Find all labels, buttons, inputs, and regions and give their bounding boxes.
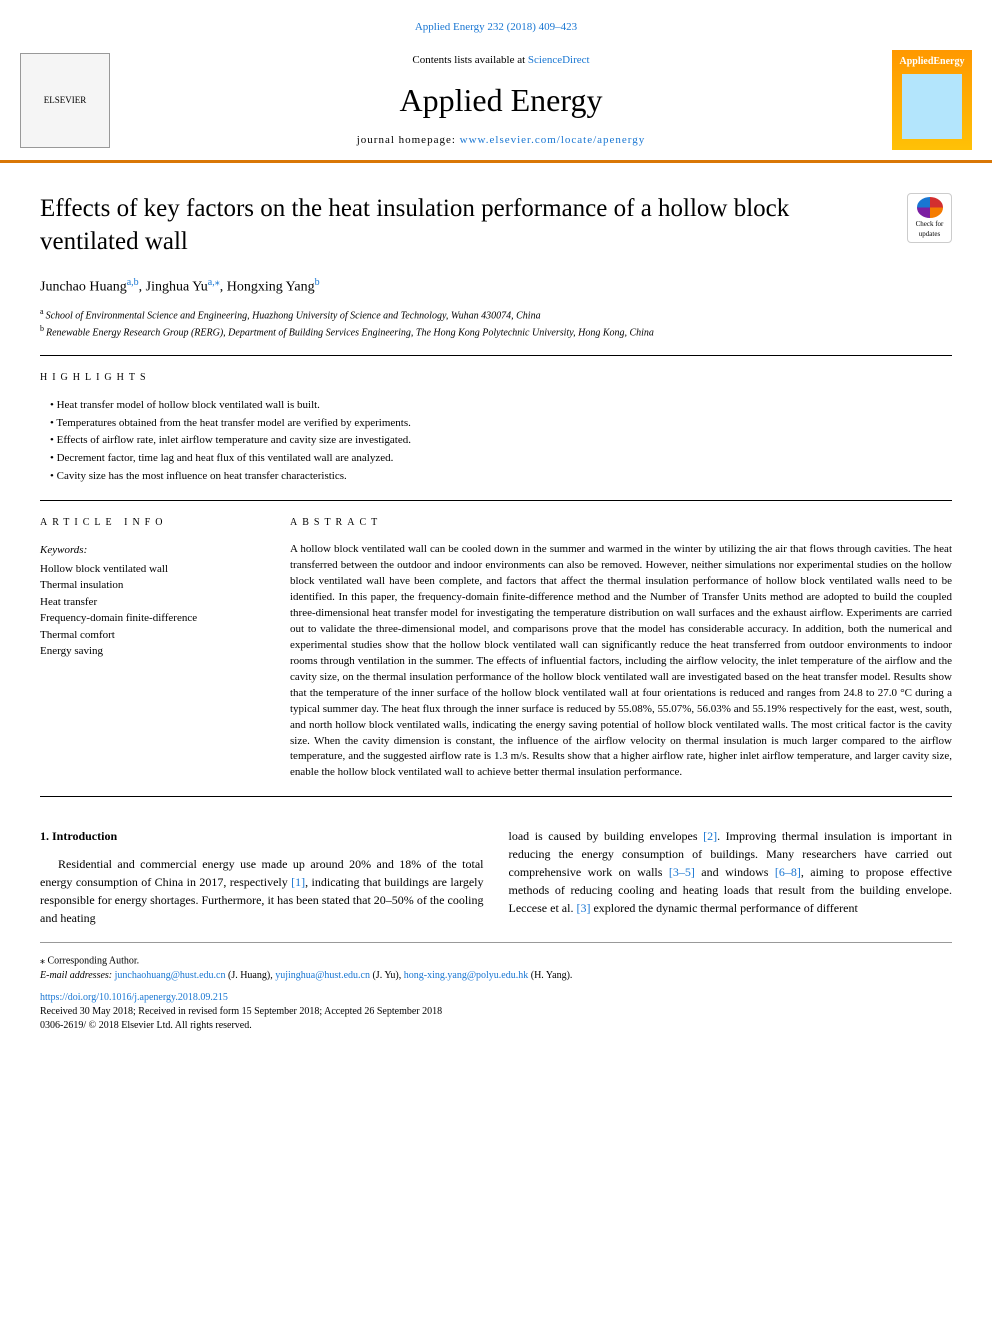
keyword: Frequency-domain finite-difference — [40, 610, 250, 627]
title-section: Effects of key factors on the heat insul… — [0, 163, 992, 268]
body-col-right: load is caused by building envelopes [2]… — [509, 827, 953, 927]
keywords-label: Keywords: — [40, 542, 250, 559]
top-citation-link[interactable]: Applied Energy 232 (2018) 409–423 — [415, 21, 577, 33]
journal-cover-thumbnail — [902, 74, 962, 139]
keyword: Hollow block ventilated wall — [40, 561, 250, 578]
highlights-label: HIGHLIGHTS — [40, 371, 952, 385]
affiliation: b Renewable Energy Research Group (RERG)… — [40, 323, 952, 340]
journal-cover-title: AppliedEnergy — [899, 55, 964, 69]
keyword: Thermal insulation — [40, 577, 250, 594]
article-info: ARTICLE INFO Keywords: Hollow block vent… — [40, 516, 250, 781]
abstract-text: A hollow block ventilated wall can be co… — [290, 542, 952, 781]
contents-prefix: Contents lists available at — [412, 54, 527, 66]
corresponding-text: ⁎ Corresponding Author. — [40, 956, 139, 967]
keywords-block: Keywords: Hollow block ventilated wallTh… — [40, 542, 250, 660]
email-label: E-mail addresses: — [40, 970, 115, 981]
check-updates-badge[interactable]: Check for updates — [907, 193, 952, 243]
citation-ref[interactable]: [1] — [291, 875, 305, 889]
citation-ref[interactable]: [6–8] — [775, 865, 801, 879]
copyright-line: 0306-2619/ © 2018 Elsevier Ltd. All righ… — [40, 1019, 952, 1033]
updates-badge-icon — [917, 197, 943, 217]
author-sup: a,b — [127, 277, 139, 288]
doi-link[interactable]: https://doi.org/10.1016/j.apenergy.2018.… — [40, 992, 228, 1003]
author-sup: b — [315, 277, 320, 288]
keywords-list: Hollow block ventilated wallThermal insu… — [40, 561, 250, 660]
citation-ref[interactable]: [3] — [576, 901, 590, 915]
elsevier-logo-label: ELSEVIER — [44, 94, 87, 107]
abstract-label: ABSTRACT — [290, 516, 952, 530]
header-center: Contents lists available at ScienceDirec… — [130, 53, 872, 149]
top-citation: Applied Energy 232 (2018) 409–423 — [0, 0, 992, 45]
homepage-prefix: journal homepage: — [357, 134, 460, 146]
doi-block: https://doi.org/10.1016/j.apenergy.2018.… — [0, 991, 992, 1053]
abstract: ABSTRACT A hollow block ventilated wall … — [290, 516, 952, 781]
body-col-left: 1. Introduction Residential and commerci… — [40, 827, 484, 927]
email-address[interactable]: hong-xing.yang@polyu.edu.hk — [404, 970, 528, 981]
keyword: Energy saving — [40, 643, 250, 660]
body-columns: 1. Introduction Residential and commerci… — [0, 797, 992, 942]
citation-ref[interactable]: [2] — [703, 829, 717, 843]
journal-cover: AppliedEnergy — [892, 50, 972, 150]
author: Jinghua Yu — [146, 280, 208, 295]
received-line: Received 30 May 2018; Received in revise… — [40, 1005, 952, 1019]
article-info-label: ARTICLE INFO — [40, 516, 250, 530]
citation-ref[interactable]: [3–5] — [669, 865, 695, 879]
highlight-item: Heat transfer model of hollow block vent… — [50, 397, 952, 415]
intro-col1-text: Residential and commercial energy use ma… — [40, 855, 484, 927]
journal-name: Applied Energy — [130, 78, 872, 123]
keyword: Heat transfer — [40, 594, 250, 611]
elsevier-logo: ELSEVIER — [20, 53, 110, 148]
header-band: ELSEVIER Contents lists available at Sci… — [0, 45, 992, 163]
affiliation: a School of Environmental Science and En… — [40, 306, 952, 323]
corresponding-note: ⁎ Corresponding Author. — [40, 951, 952, 968]
highlight-item: Temperatures obtained from the heat tran… — [50, 415, 952, 433]
homepage-line: journal homepage: www.elsevier.com/locat… — [130, 133, 872, 148]
info-abstract-wrap: ARTICLE INFO Keywords: Hollow block vent… — [0, 501, 992, 796]
intro-col2-text: load is caused by building envelopes [2]… — [509, 827, 953, 917]
email-address[interactable]: junchaohuang@hust.edu.cn — [115, 970, 226, 981]
sciencedirect-link[interactable]: ScienceDirect — [528, 54, 590, 66]
highlight-item: Cavity size has the most influence on he… — [50, 468, 952, 486]
author: Junchao Huang — [40, 280, 127, 295]
author-sup: a,⁎ — [208, 277, 220, 288]
email-address[interactable]: yujinghua@hust.edu.cn — [275, 970, 370, 981]
article-title: Effects of key factors on the heat insul… — [40, 193, 887, 258]
highlights-list: Heat transfer model of hollow block vent… — [40, 397, 952, 485]
contents-line: Contents lists available at ScienceDirec… — [130, 53, 872, 68]
highlight-item: Decrement factor, time lag and heat flux… — [50, 450, 952, 468]
affiliation-sup: b — [40, 324, 46, 333]
highlights-section: HIGHLIGHTS Heat transfer model of hollow… — [0, 356, 992, 500]
affiliations: a School of Environmental Science and En… — [0, 306, 992, 356]
homepage-link[interactable]: www.elsevier.com/locate/apenergy — [460, 134, 646, 146]
updates-badge-label: Check for updates — [911, 220, 948, 240]
affiliation-sup: a — [40, 307, 46, 316]
emails-line: E-mail addresses: junchaohuang@hust.edu.… — [40, 969, 952, 983]
intro-heading: 1. Introduction — [40, 827, 484, 845]
author: Hongxing Yang — [227, 280, 315, 295]
footnotes: ⁎ Corresponding Author. E-mail addresses… — [40, 942, 952, 990]
authors: Junchao Huanga,b, Jinghua Yua,⁎, Hongxin… — [0, 268, 992, 305]
highlight-item: Effects of airflow rate, inlet airflow t… — [50, 432, 952, 450]
keyword: Thermal comfort — [40, 627, 250, 644]
